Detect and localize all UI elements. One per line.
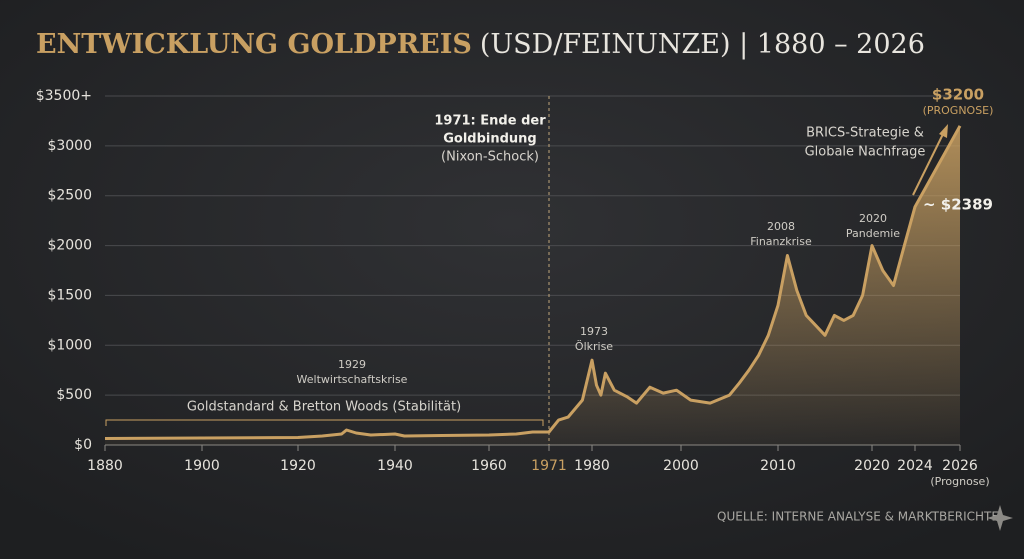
x-tick-label: 2010 [760, 458, 796, 474]
annotation: BRICS-Strategie & [806, 126, 924, 141]
x-tick-label: 2026 [942, 458, 978, 474]
x-tick-label: 2024 [897, 458, 933, 474]
period-bracket [105, 419, 544, 426]
annotation: Pandemie [846, 227, 900, 240]
source: QUELLE: INTERNE ANALYSE & MARKTBERICHTE [717, 510, 999, 524]
annotation: Goldstandard & Bretton Woods (Stabilität… [187, 400, 461, 415]
y-tick-label: $2500 [47, 188, 92, 204]
line [104, 125, 962, 440]
y-tick-label: $500 [56, 387, 92, 403]
title: ENTWICKLUNG GOLDPREIS [36, 29, 472, 60]
x-tick-label: 1980 [574, 458, 610, 474]
annotation: Ölkrise [575, 340, 613, 353]
arrow-head [939, 124, 948, 138]
value-label: $3200 [932, 86, 984, 104]
annotation: 1973 [580, 325, 608, 338]
sparkle-icon [987, 505, 1013, 531]
annotation: 1971: Ende der [434, 114, 546, 129]
area [105, 125, 960, 446]
annotation: Weltwirtschaftskrise [297, 373, 408, 386]
chart-title: ENTWICKLUNG GOLDPREIS (USD/FEINUNZE) | 18… [36, 29, 925, 60]
forecast-arrow [912, 131, 945, 196]
y-tick-label: $3500+ [36, 88, 92, 104]
annotation: 1929 [338, 358, 366, 371]
annotation: 2020 [859, 212, 887, 225]
subtitle: (USD/FEINUNZE) | 1880 – 2026 [480, 29, 925, 60]
x-tick-label: 2020 [854, 458, 890, 474]
y-tick-label: $3000 [47, 138, 92, 154]
annotation: Goldbindung [443, 132, 537, 147]
x-tick-label: 2000 [663, 458, 699, 474]
value-label: ~ $2389 [923, 195, 993, 213]
y-tick-label: $0 [74, 437, 92, 453]
y-tick-label: $2000 [47, 238, 92, 254]
x-note: (Prognose) [930, 475, 989, 488]
annotation: (Nixon-Schock) [441, 150, 539, 165]
annotation: 2008 [767, 220, 795, 233]
x-tick-label: 1880 [87, 458, 123, 474]
x-tick-label: 1940 [377, 458, 413, 474]
x-tick-label: 1900 [184, 458, 220, 474]
x-tick-label: 1960 [471, 458, 507, 474]
x-tick-label: 1971 [531, 458, 567, 474]
annotation: Finanzkrise [750, 235, 812, 248]
x-tick-label: 1920 [280, 458, 316, 474]
y-tick-label: $1500 [47, 287, 92, 303]
annotation: (PROGNOSE) [923, 104, 994, 117]
y-tick-label: $1000 [47, 337, 92, 353]
annotation: Globale Nachfrage [805, 145, 926, 160]
